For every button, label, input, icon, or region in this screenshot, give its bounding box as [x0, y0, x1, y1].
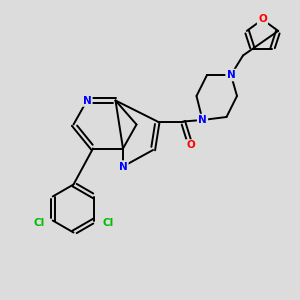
Text: Cl: Cl [102, 218, 113, 229]
Text: N: N [226, 70, 236, 80]
Text: Cl: Cl [34, 218, 45, 229]
Text: O: O [186, 140, 195, 151]
Text: N: N [82, 95, 91, 106]
Text: N: N [198, 115, 207, 125]
Text: O: O [258, 14, 267, 25]
Text: N: N [118, 161, 127, 172]
